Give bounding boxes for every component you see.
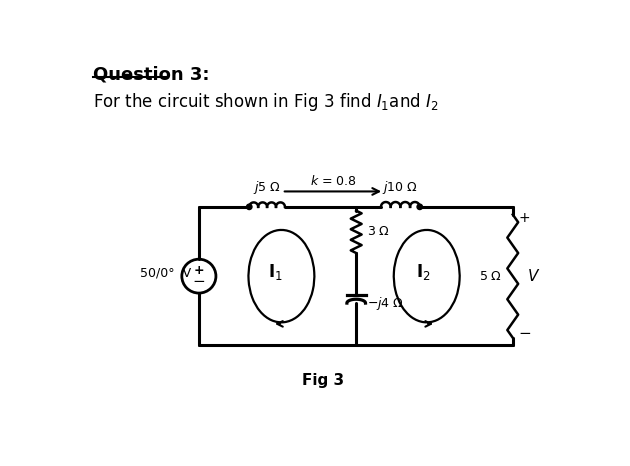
Text: $k$ = 0.8: $k$ = 0.8 [310,174,356,188]
Text: $-j$4 $\Omega$: $-j$4 $\Omega$ [367,295,404,312]
Text: 50/0°  V: 50/0° V [140,267,191,280]
Text: −: − [193,274,205,289]
Text: For the circuit shown in Fig 3 find $I_1$and $I_2$: For the circuit shown in Fig 3 find $I_1… [93,91,438,113]
Text: $j$5 $\Omega$: $j$5 $\Omega$ [253,179,281,196]
Text: Fig 3: Fig 3 [302,373,344,388]
Text: +: + [518,211,530,225]
Text: $\mathbf{I}_2$: $\mathbf{I}_2$ [416,262,430,282]
Text: +: + [193,264,204,277]
Text: $\mathbf{I}_1$: $\mathbf{I}_1$ [268,262,283,282]
Circle shape [417,204,423,210]
Text: $j$10 $\Omega$: $j$10 $\Omega$ [382,179,418,196]
Circle shape [246,204,252,210]
Text: V: V [528,268,539,284]
Text: Question 3:: Question 3: [93,66,209,84]
Text: 3 $\Omega$: 3 $\Omega$ [367,226,390,239]
Text: 5 $\Omega$: 5 $\Omega$ [479,270,502,283]
Text: −: − [518,326,531,341]
